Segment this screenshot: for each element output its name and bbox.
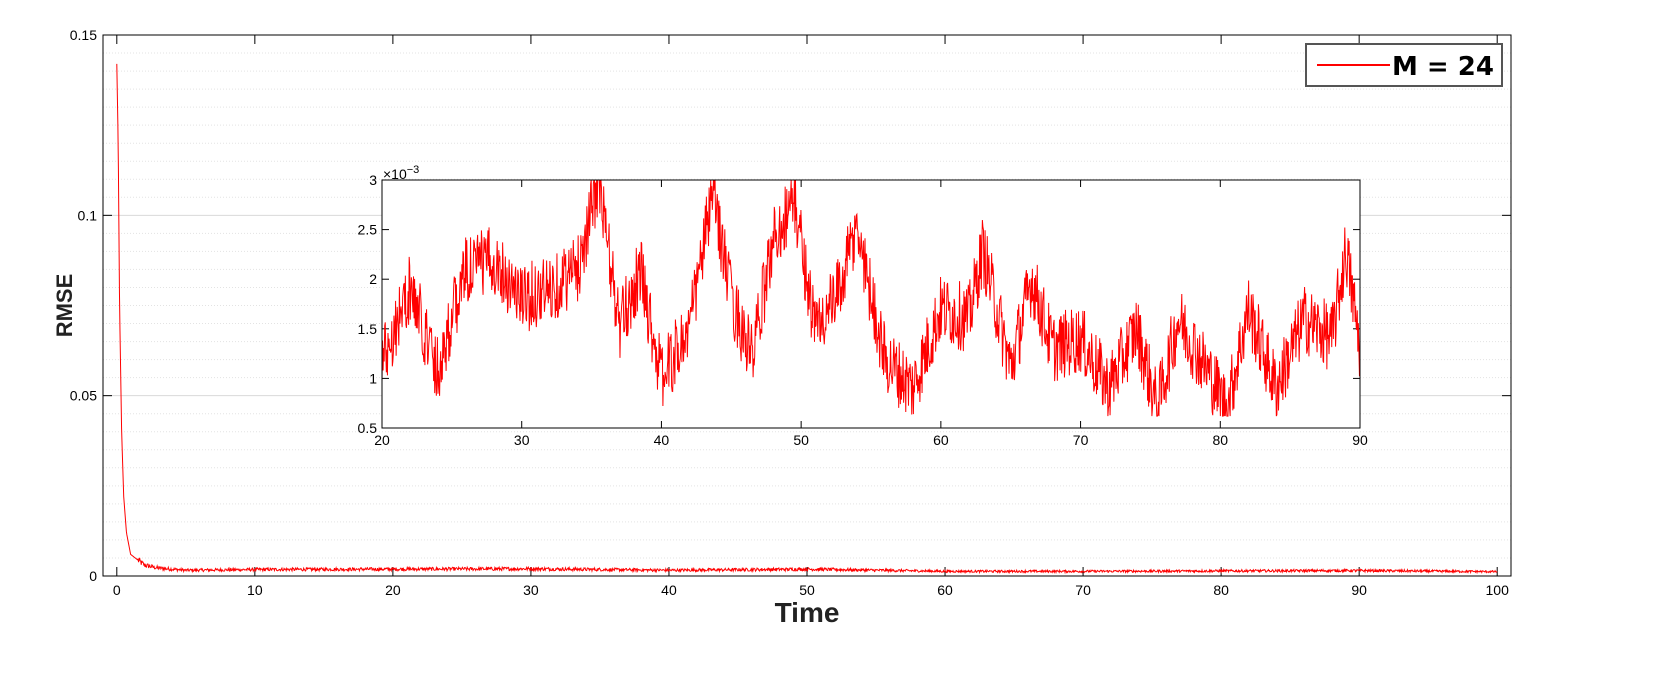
- y-tick-label: 0.05: [70, 388, 97, 404]
- inset-y-tick-label: 1.5: [358, 321, 378, 337]
- inset-axes-box: [381, 179, 1361, 429]
- inset-multiplier-base: ×10: [383, 166, 407, 182]
- inset-y-tick-label: 2.5: [358, 222, 378, 238]
- y-tick-label: 0.15: [70, 27, 97, 43]
- inset-series-line-m24: [381, 179, 1361, 417]
- x-tick-label: 60: [937, 582, 953, 598]
- x-tick-label: 50: [799, 582, 815, 598]
- inset-x-tick-label: 60: [933, 432, 949, 448]
- y-tick-label: 0: [89, 568, 97, 584]
- inset-y-tick-label: 1: [369, 370, 377, 386]
- inset-y-multiplier: ×10−3: [383, 164, 419, 182]
- y-axis-label: RMSE: [52, 274, 77, 338]
- legend[interactable]: M = 24: [1305, 43, 1503, 87]
- legend-entry-label: M = 24: [1392, 52, 1494, 82]
- inset-y-tick-labels: 0.5 1 1.5 2 2.5 3: [358, 172, 378, 436]
- inset-y-tick-label: 0.5: [358, 420, 378, 436]
- x-tick-label: 20: [385, 582, 401, 598]
- x-tick-label: 80: [1213, 582, 1229, 598]
- inset-x-tick-label: 50: [793, 432, 809, 448]
- x-tick-label: 10: [247, 582, 263, 598]
- inset-x-tick-label: 80: [1212, 432, 1228, 448]
- inset-x-tick-label: 20: [374, 432, 390, 448]
- x-tick-label: 70: [1075, 582, 1091, 598]
- x-axis-label: Time: [775, 597, 840, 628]
- inset-x-tick-label: 70: [1073, 432, 1089, 448]
- main-axes-box: [102, 34, 1512, 577]
- main-y-tick-labels: 0 0.05 0.1 0.15: [70, 27, 97, 584]
- inset-x-tick-label: 90: [1352, 432, 1368, 448]
- x-tick-label: 100: [1486, 582, 1510, 598]
- inset-axes: 20 30 40 50 60 70 80 90 0.5 1 1.5 2 2.5 3 ×10−3: [358, 164, 1368, 448]
- x-tick-label: 30: [523, 582, 539, 598]
- x-tick-label: 0: [113, 582, 121, 598]
- inset-x-tick-labels: 20 30 40 50 60 70 80 90: [374, 432, 1368, 448]
- inset-x-tick-label: 30: [514, 432, 530, 448]
- x-tick-label: 40: [661, 582, 677, 598]
- inset-x-tick-label: 40: [654, 432, 670, 448]
- x-tick-label: 90: [1351, 582, 1367, 598]
- inset-y-tick-label: 2: [369, 271, 377, 287]
- main-x-tick-labels: 0 10 20 30 40 50 60 70 80 90 100: [113, 582, 1509, 598]
- inset-y-tick-label: 3: [369, 172, 377, 188]
- series-line-m24: [116, 63, 1498, 575]
- inset-multiplier-exponent: −3: [407, 164, 420, 176]
- y-tick-label: 0.1: [78, 207, 98, 223]
